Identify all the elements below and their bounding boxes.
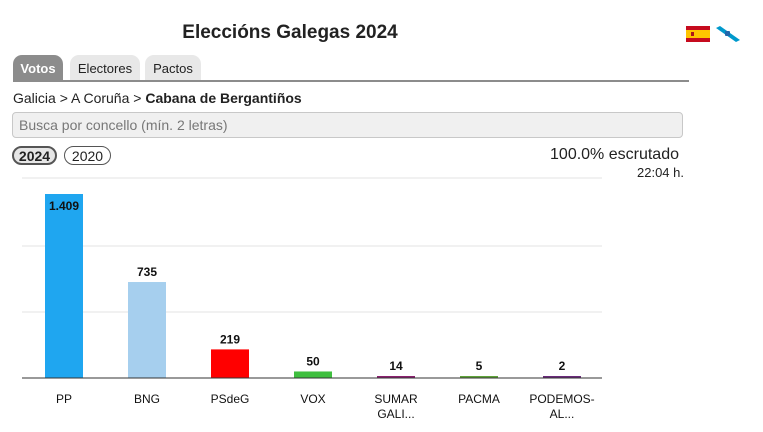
chart-data-label: 14 [389,359,403,373]
chart-category-label: SUMAR [374,392,418,406]
chart-category-label: VOX [300,392,325,406]
tab-pactos[interactable]: Pactos [145,55,201,81]
chart-data-label: 219 [220,332,240,346]
galician-flag-icon[interactable] [716,26,740,42]
chart-category-label: PACMA [458,392,500,406]
chart-bar [460,376,498,378]
chart-data-label: 50 [306,354,320,368]
tab-electores[interactable]: Electores [70,55,140,81]
chart-bar [211,349,249,378]
tab-underline [13,80,689,82]
chart-data-label: 2 [559,359,566,373]
chart-data-label: 735 [137,265,157,279]
chart-category-label: PP [56,392,72,406]
chart-category-label: PSdeG [211,392,250,406]
search-input[interactable] [12,112,683,138]
breadcrumb-current: Cabana de Bergantiños [145,90,302,106]
scrutiny-status: 100.0% escrutado [550,146,679,163]
chart-category-label: BNG [134,392,160,406]
chart-bar [543,376,581,378]
page-title: Eleccións Galegas 2024 [182,22,398,43]
chart-bar [45,194,83,378]
chart-bar [128,282,166,378]
chart-data-label: 5 [476,359,483,373]
chart-category-label: AL... [550,407,575,421]
breadcrumb: Galicia > A Coruña > Cabana de Bergantiñ… [13,90,302,106]
breadcrumb-separator: > [133,90,142,106]
spanish-flag-icon[interactable] [686,26,710,42]
year-2024-button[interactable]: 2024 [12,146,57,165]
tab-votos[interactable]: Votos [13,55,63,81]
breadcrumb-a-coruna[interactable]: A Coruña [71,90,130,106]
year-2020-button[interactable]: 2020 [64,146,111,165]
breadcrumb-separator: > [59,90,68,106]
chart-bar [294,371,332,378]
chart-category-label: PODEMOS- [529,392,594,406]
chart-category-label: GALI... [377,407,414,421]
breadcrumb-galicia[interactable]: Galicia [13,90,56,106]
chart-data-label: 1.409 [49,199,79,213]
update-time: 22:04 h. [637,165,684,180]
chart-bar [377,376,415,378]
